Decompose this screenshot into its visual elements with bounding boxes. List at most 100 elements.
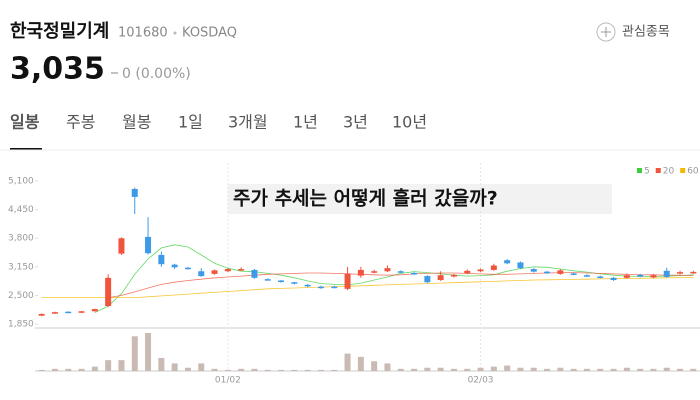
volume-bar [224,369,231,371]
volume-bar [637,368,644,371]
volume-bar [570,368,577,371]
candle-body [637,274,644,277]
candle-body [690,271,697,274]
x-tick-label: 02/03 [468,376,494,386]
candle-body [570,273,577,275]
moving-average [41,277,694,299]
stock-name: 한국정밀기계 [10,21,109,42]
watch-label[interactable]: 관심종목 [622,25,670,40]
period-tabs: 일봉 주봉 월봉 1일 3개월 1년 3년 10년 [10,113,427,150]
volume-bar [371,361,378,371]
volume-bar [623,367,630,371]
candle-body [623,275,630,278]
volume-bar [211,368,218,371]
watch-button[interactable]: 관심종목 [596,22,670,42]
legend-label: 20 [663,167,675,177]
period-tab[interactable]: 일봉 [10,113,40,132]
volume-bar [331,369,338,371]
volume-bar [397,368,404,371]
candle-body [78,311,85,313]
candle-body [344,273,351,289]
candle-body [118,238,125,254]
candle-body [544,271,551,274]
candle-body [317,286,324,289]
candle-body [38,313,45,316]
y-tick-label: 2,500 [8,291,34,301]
period-tab[interactable]: 월봉 [122,113,151,132]
volume-bar [450,368,457,371]
period-tab[interactable]: 3개월 [228,113,268,132]
price-change: 0 (0.00%) [122,66,191,82]
candle-body [677,272,684,274]
volume-bar [490,366,497,371]
y-tick-label: 4,450 [8,205,34,215]
candle-body [171,264,178,268]
volume-bar [291,369,298,371]
plus-icon [596,22,616,42]
volume-bar [198,363,205,371]
period-tab[interactable]: 주봉 [66,113,95,132]
volume-bar [530,367,537,371]
candle-body [650,275,657,278]
candle-body [583,275,590,277]
candle-body [65,311,72,314]
volume-bar [184,367,191,371]
candle-body [450,274,457,277]
candle-body [91,309,98,312]
candle-body [371,271,378,273]
volume-bar [650,368,657,371]
volume-bar [344,353,351,371]
volume-bar [504,365,511,371]
candle-body [105,277,112,306]
legend-swatch [655,168,661,173]
legend-label: 60 [687,167,699,177]
candle-body [331,286,338,289]
volume-bar [317,369,324,371]
candle-body [264,279,271,281]
candle-body [610,277,617,281]
volume-bar [38,369,45,371]
volume-bar [238,368,245,371]
volume-bar [663,367,670,371]
volume-bar [411,368,418,371]
plus-sign [601,27,611,37]
legend-label: 5 [644,167,650,177]
period-tab[interactable]: 1일 [178,113,203,132]
volume-bar [118,360,125,371]
volume-bar [158,357,165,371]
period-tab[interactable]: 10년 [392,113,427,132]
candle-body [238,269,245,271]
candle-body [504,260,511,264]
volume-bar [78,368,85,371]
volume-bar [610,368,617,371]
y-tick-label: 5,100 [8,177,34,187]
volume-bar [437,367,444,371]
y-tick-label: 3,800 [8,234,34,244]
candle-body [517,262,524,269]
candle-body [158,254,165,265]
volume-bar [557,367,564,371]
y-tick-label: 3,150 [8,262,34,272]
annotation-bg [228,184,612,214]
candle-body [211,270,218,274]
annotation: 주가 추세는 어떻게 흘러 갔을까? [233,187,498,210]
volume-bar [477,367,484,371]
volume-bar [278,369,285,371]
candle-body [251,269,258,278]
volume-bar [384,363,391,371]
candle-body [397,271,404,273]
volume-bar [145,333,152,371]
candle-body [530,269,537,272]
candle-body [384,268,391,272]
period-tab[interactable]: 3년 [343,113,368,132]
volume-bar [264,369,271,371]
period-tab[interactable]: 1년 [293,113,318,132]
volume-bar [597,368,604,371]
candle-body [663,270,670,277]
candle-body [411,273,418,275]
candle-body [145,236,152,254]
separator-dot [173,31,177,35]
candle-body [464,270,471,274]
candle-body [424,276,431,283]
candle-body [357,269,364,276]
